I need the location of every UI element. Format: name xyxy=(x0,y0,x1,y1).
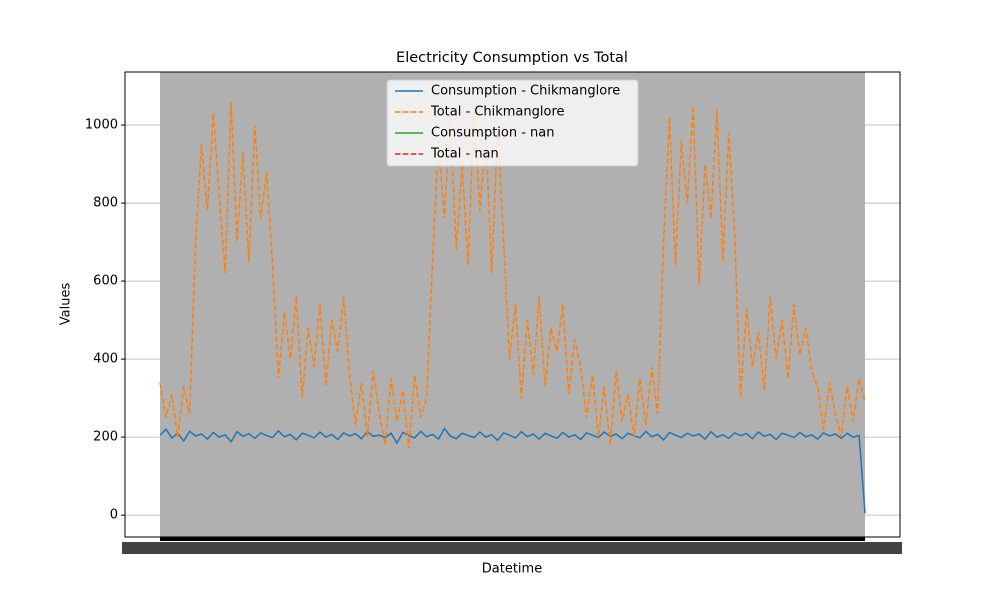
y-tick-label: 600 xyxy=(93,274,118,289)
series-line xyxy=(159,427,866,514)
legend-label: Total - Chikmanglore xyxy=(430,105,565,120)
plot-frame xyxy=(124,71,901,538)
legend: Consumption - Chikmanglore Total - Chikma… xyxy=(386,79,639,167)
lines xyxy=(159,101,866,514)
x-axis-label: Datetime xyxy=(482,562,542,577)
dense-x-tick-labels xyxy=(122,542,902,554)
legend-label: Total - nan xyxy=(430,147,499,162)
y-tick-label: 0 xyxy=(110,508,118,523)
dense-x-ticks xyxy=(160,537,865,541)
chart-title: Electricity Consumption vs Total xyxy=(396,50,628,66)
legend-label: Consumption - nan xyxy=(431,126,555,141)
y-tick-label: 200 xyxy=(93,430,118,445)
legend-label: Consumption - Chikmanglore xyxy=(431,84,620,99)
y-tick-label: 800 xyxy=(93,196,118,211)
series-line xyxy=(159,101,866,449)
y-axis-label: Values xyxy=(59,283,74,326)
legend-box xyxy=(386,79,639,167)
y-tick-label: 400 xyxy=(93,352,118,367)
y-tick-label: 1000 xyxy=(85,118,118,133)
